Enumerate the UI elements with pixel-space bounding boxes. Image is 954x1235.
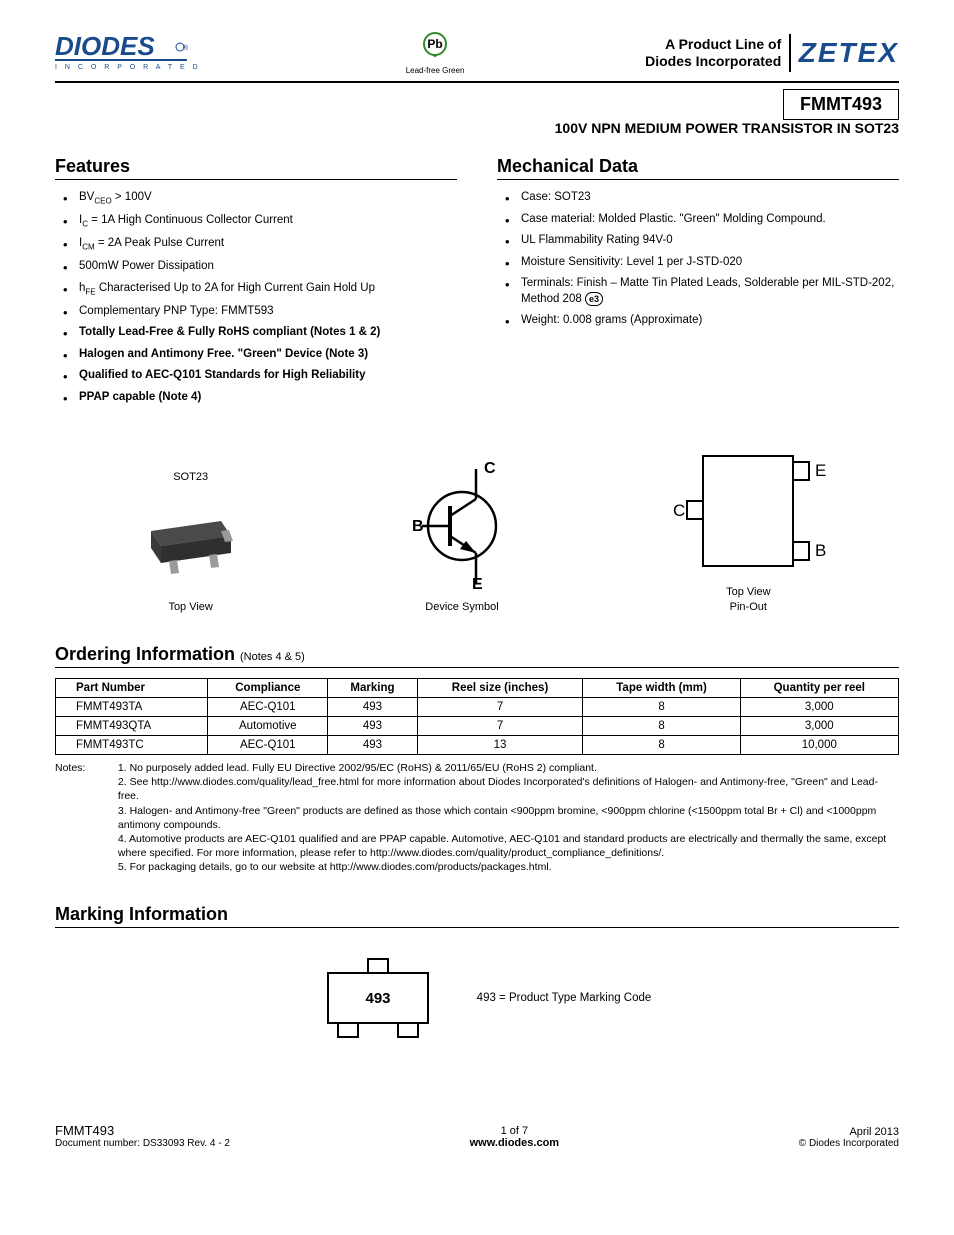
lead-free-icon: Pb Lead-free Green (406, 30, 465, 75)
device-symbol-diagram: C B E Device Symbol (392, 461, 532, 614)
footer-url: www.diodes.com (470, 1137, 559, 1149)
note-item: 4. Automotive products are AEC-Q101 qual… (118, 832, 898, 860)
svg-text:B: B (412, 518, 424, 535)
footer-docnum: Document number: DS33093 Rev. 4 - 2 (55, 1138, 230, 1149)
product-line-2: Diodes Incorporated (645, 53, 781, 70)
feature-item: hFE Characterised Up to 2A for High Curr… (55, 281, 457, 298)
diodes-logo: DIODES ® I N C O R P O R A T E D (55, 31, 225, 74)
ordering-heading: Ordering Information (Notes 4 & 5) (55, 644, 899, 668)
feature-item: Halogen and Antimony Free. "Green" Devic… (55, 347, 457, 363)
lead-free-label: Lead-free Green (406, 66, 465, 75)
feature-item: ICM = 2A Peak Pulse Current (55, 236, 457, 253)
footer-date: April 2013 (799, 1126, 899, 1138)
table-header: Tape width (mm) (583, 679, 740, 698)
table-header: Compliance (208, 679, 328, 698)
page-header: DIODES ® I N C O R P O R A T E D Pb Lead… (55, 30, 899, 83)
marking-diagram: 493 (303, 953, 453, 1043)
note-item: 5. For packaging details, go to our webs… (118, 860, 898, 874)
symbol-label: Device Symbol (392, 600, 532, 614)
table-row: FMMT493TCAEC-Q10149313810,000 (56, 736, 899, 755)
footer-copyright: © Diodes Incorporated (799, 1138, 899, 1149)
features-section: Features BVCEO > 100V IC = 1A High Contin… (55, 156, 457, 411)
table-header: Part Number (56, 679, 208, 698)
header-right: A Product Line of Diodes Incorporated ZE… (645, 34, 899, 72)
svg-text:I N C O R P O R A T E D: I N C O R P O R A T E D (55, 64, 201, 71)
table-header: Quantity per reel (740, 679, 898, 698)
sot23-label: SOT23 (121, 471, 261, 483)
svg-text:C: C (673, 501, 685, 520)
subtitle: 100V NPN MEDIUM POWER TRANSISTOR IN SOT2… (55, 120, 899, 136)
footer-part: FMMT493 (55, 1123, 230, 1138)
mechanical-item: Terminals: Finish – Matte Tin Plated Lea… (497, 276, 899, 307)
marking-desc: 493 = Product Type Marking Code (477, 992, 652, 1004)
feature-item: PPAP capable (Note 4) (55, 390, 457, 406)
svg-text:E: E (815, 461, 826, 480)
diagrams-row: SOT23 Top View C B E Device Symbol (55, 446, 899, 614)
features-list: BVCEO > 100V IC = 1A High Continuous Coll… (55, 190, 457, 405)
page-footer: FMMT493 Document number: DS33093 Rev. 4 … (55, 1123, 899, 1149)
table-header: Marking (328, 679, 417, 698)
marking-section: Marking Information 493 493 = Product Ty… (55, 904, 899, 1043)
note-item: 2. See http://www.diodes.com/quality/lea… (118, 775, 898, 803)
ordering-table: Part NumberComplianceMarkingReel size (i… (55, 678, 899, 755)
pinout-label-1: Top View (726, 586, 770, 598)
pinout-diagram: C E B Top View Pin-Out (663, 446, 833, 614)
table-header: Reel size (inches) (417, 679, 583, 698)
table-row: FMMT493QTAAutomotive493783,000 (56, 717, 899, 736)
mechanical-list: Case: SOT23 Case material: Molded Plastic… (497, 190, 899, 329)
feature-item: IC = 1A High Continuous Collector Curren… (55, 213, 457, 230)
marking-heading: Marking Information (55, 904, 899, 928)
mechanical-item: Case: SOT23 (497, 190, 899, 206)
mechanical-item: Weight: 0.008 grams (Approximate) (497, 313, 899, 329)
sot23-package-diagram: SOT23 Top View (121, 471, 261, 614)
product-line-1: A Product Line of (645, 36, 781, 53)
mechanical-item: UL Flammability Rating 94V-0 (497, 233, 899, 249)
mechanical-section: Mechanical Data Case: SOT23 Case material… (497, 156, 899, 411)
feature-item: BVCEO > 100V (55, 190, 457, 207)
svg-text:DIODES: DIODES (55, 31, 155, 61)
feature-item: 500mW Power Dissipation (55, 259, 457, 275)
mechanical-item: Case material: Molded Plastic. "Green" M… (497, 212, 899, 228)
ordering-section: Ordering Information (Notes 4 & 5) Part … (55, 644, 899, 874)
topview-label: Top View (121, 600, 261, 614)
svg-text:Pb: Pb (427, 37, 442, 51)
note-item: 3. Halogen- and Antimony-free "Green" pr… (118, 804, 898, 832)
feature-item: Complementary PNP Type: FMMT593 (55, 304, 457, 320)
mechanical-item: Moisture Sensitivity: Level 1 per J-STD-… (497, 255, 899, 271)
feature-item: Totally Lead-Free & Fully RoHS compliant… (55, 325, 457, 341)
part-number: FMMT493 (783, 89, 899, 120)
footer-page: 1 of 7 (470, 1125, 559, 1137)
svg-text:C: C (484, 461, 496, 477)
svg-text:E: E (472, 576, 483, 591)
table-row: FMMT493TAAEC-Q101493783,000 (56, 698, 899, 717)
svg-text:B: B (815, 541, 826, 560)
svg-text:®: ® (183, 44, 189, 52)
feature-item: Qualified to AEC-Q101 Standards for High… (55, 368, 457, 384)
notes: Notes: 1. No purposely added lead. Fully… (55, 761, 899, 874)
pinout-label-2: Pin-Out (730, 601, 767, 613)
zetex-logo: ZETEX (799, 37, 899, 69)
note-item: 1. No purposely added lead. Fully EU Dir… (118, 761, 898, 775)
mechanical-heading: Mechanical Data (497, 156, 899, 180)
features-heading: Features (55, 156, 457, 180)
notes-label: Notes: (55, 761, 115, 775)
svg-text:493: 493 (365, 990, 390, 1007)
